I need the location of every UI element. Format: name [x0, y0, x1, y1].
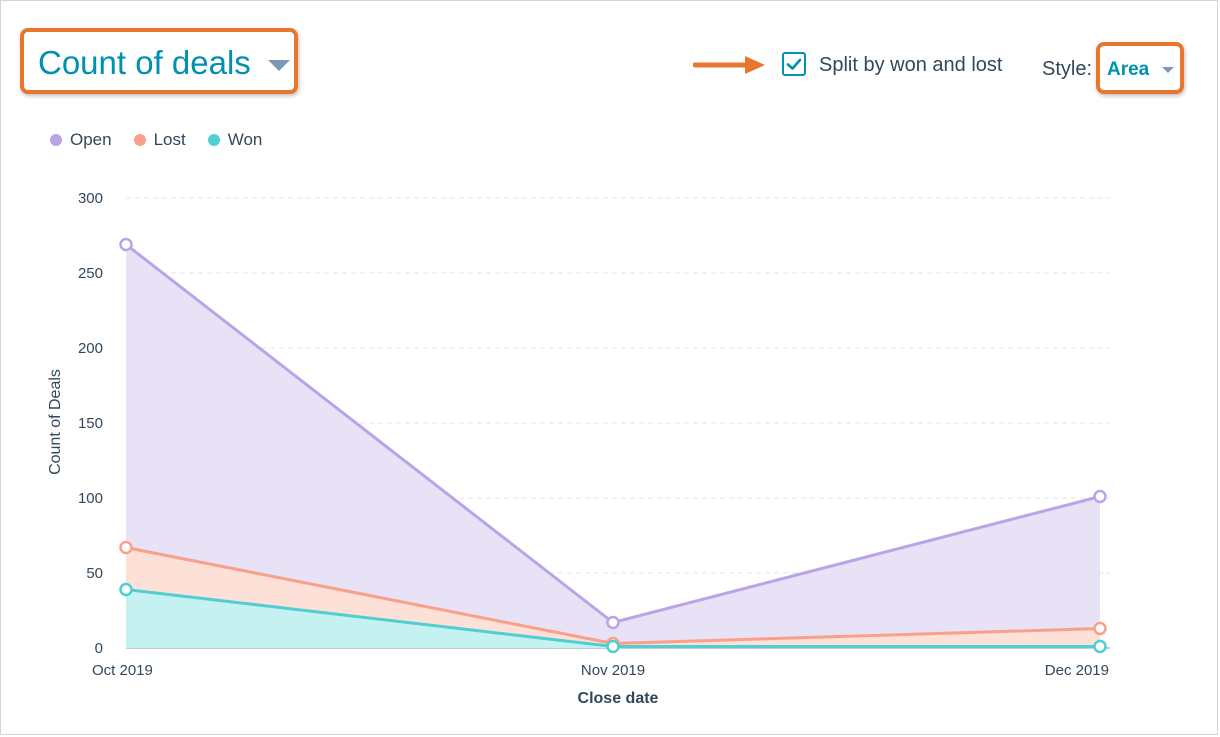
- split-label[interactable]: Split by won and lost: [819, 54, 1003, 76]
- point-lost[interactable]: [119, 540, 133, 555]
- y-tick-label: 200: [78, 340, 103, 357]
- legend-dot-open: [50, 134, 62, 146]
- point-layer: [119, 237, 1107, 654]
- y-tick-label: 150: [78, 415, 103, 432]
- point-won[interactable]: [606, 639, 620, 654]
- x-axis-title: Close date: [578, 690, 659, 707]
- x-tick-label: Nov 2019: [581, 662, 645, 679]
- chart-legend: Open Lost Won: [50, 130, 262, 150]
- y-tick-label: 100: [78, 490, 103, 507]
- area-layer: [126, 244, 1100, 648]
- point-open[interactable]: [1093, 489, 1107, 504]
- legend-dot-lost: [133, 134, 146, 146]
- legend-item-lost[interactable]: Lost: [133, 130, 186, 150]
- y-tick-label: 300: [78, 190, 103, 207]
- caret-down-icon[interactable]: [1162, 67, 1174, 74]
- legend-item-won[interactable]: Won: [207, 130, 263, 150]
- point-lost[interactable]: [1093, 621, 1107, 636]
- split-checkbox[interactable]: [782, 52, 806, 76]
- metric-selector-highlight[interactable]: Count of deals: [20, 28, 298, 94]
- y-tick-label: 250: [78, 265, 103, 282]
- point-won[interactable]: [119, 582, 133, 597]
- area-won: [126, 589, 1100, 648]
- checkmark-icon: [786, 58, 802, 70]
- legend-label-won: Won: [227, 130, 263, 149]
- legend-dot-won: [207, 134, 220, 146]
- point-open[interactable]: [606, 615, 620, 630]
- x-tick-label: Dec 2019: [1045, 662, 1109, 679]
- legend-label-open: Open: [70, 130, 112, 149]
- arrow-right-icon: [693, 56, 765, 74]
- area-open: [126, 244, 1100, 648]
- y-axis-title: Count of Deals: [47, 369, 64, 475]
- tick-layer: 0 50 100 150 200 250 300 Oct 2019 Nov 2019 Dec 20…: [78, 190, 1109, 679]
- caret-down-icon[interactable]: [268, 60, 290, 72]
- style-value[interactable]: Area: [1107, 59, 1150, 80]
- y-tick-label: 50: [86, 565, 103, 582]
- legend-item-open[interactable]: Open: [50, 130, 112, 150]
- y-tick-label: 0: [95, 640, 103, 657]
- style-dropdown[interactable]: Area: [1096, 42, 1184, 94]
- x-tick-label: Oct 2019: [92, 662, 153, 679]
- point-open[interactable]: [119, 237, 133, 252]
- legend-label-lost: Lost: [153, 130, 186, 149]
- style-label: Style:: [1042, 58, 1093, 80]
- metric-title[interactable]: Count of deals: [38, 44, 251, 81]
- point-won[interactable]: [1093, 639, 1107, 654]
